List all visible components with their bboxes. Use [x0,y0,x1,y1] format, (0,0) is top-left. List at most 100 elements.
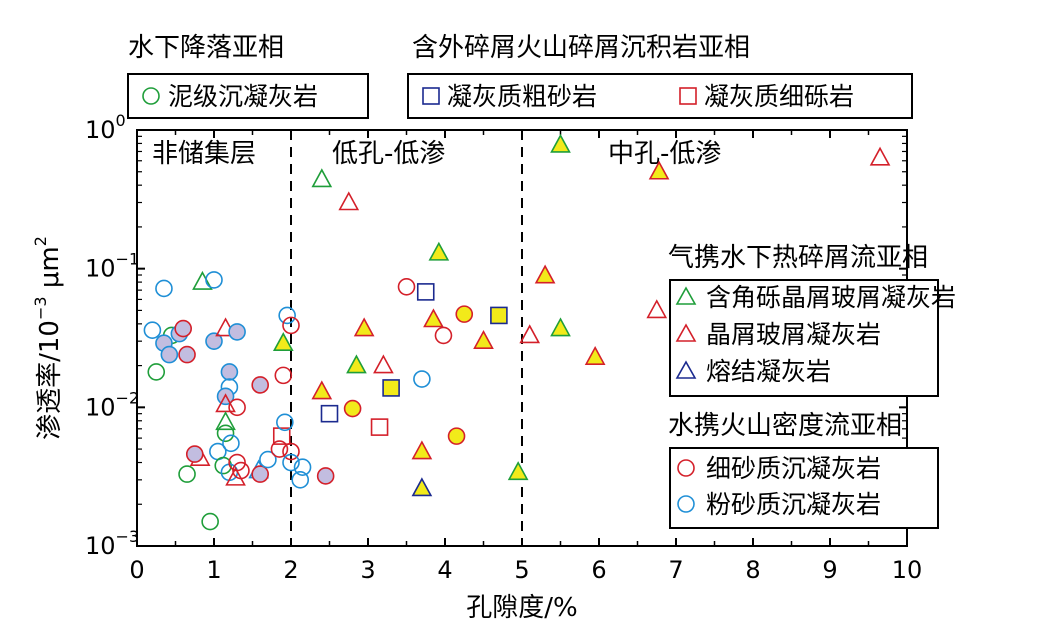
data-point-circle [178,465,196,483]
x-tick-label: 0 [129,556,144,584]
legend-label-fine-conglomerate: 凝灰质细砾岩 [704,82,854,111]
data-point-circle [205,271,223,289]
region-label-low-low: 低孔-低渗 [332,139,445,169]
y-tick-label: 10−1 [85,250,139,283]
region-label-mid-low: 中孔-低渗 [608,139,721,169]
legend-circle-blue-icon [677,495,695,513]
data-point-triangle [215,411,236,431]
legend-square-navy-icon [422,87,440,105]
data-point-circle [155,279,173,298]
data-point-circle [278,306,296,325]
x-axis-title: 孔隙度/% [466,593,577,623]
data-point-circle [282,442,300,461]
data-point-circle [447,427,466,445]
data-point-circle [232,461,250,480]
data-point-triangle [225,466,246,486]
data-point-triangle [373,354,394,374]
data-point-triangle [272,332,294,352]
data-point-circle [205,332,223,350]
legend-group3-box [669,279,939,397]
legend-group3-title: 气携水下热碎屑流亚相 [668,243,928,273]
legend-label-fine-sand-tuff: 细砂质沉凝灰岩 [706,454,881,483]
data-points [143,133,891,531]
data-point-circle [147,363,166,381]
data-point-circle [270,440,289,458]
data-point-square [382,379,400,397]
data-point-triangle [646,299,668,319]
data-point-triangle [519,324,541,344]
data-point-triangle [584,346,606,365]
data-point-circle [201,512,219,531]
legend-square-red-icon [679,87,697,105]
x-tick-label: 3 [360,556,375,584]
legend-group1-box [127,73,369,119]
data-point-triangle [423,308,444,328]
y-axis-title: 渗透率/10−3 μm2 [31,236,65,440]
data-point-square [416,283,435,301]
x-tick-label: 1 [206,556,221,584]
legend-group2-box [407,73,913,119]
data-point-circle [434,326,453,345]
legend-label-crystal-vitric-tuff: 晶屑玻屑凝灰岩 [706,320,881,349]
data-point-square [490,306,508,325]
data-point-triangle [311,168,333,188]
data-point-circle [214,456,233,475]
x-tick-label: 2 [283,556,298,584]
data-point-triangle [507,461,529,481]
data-point-circle [413,370,431,388]
legend-triangle-navy-icon [675,360,697,379]
data-point-circle [291,471,310,489]
data-point-circle [316,467,335,485]
data-point-circle [282,316,300,335]
data-point-triangle [346,354,367,374]
data-point-square [370,418,389,436]
data-point-circle [143,321,162,339]
legend-triangle-red-icon [675,323,697,342]
data-point-circle [274,366,293,385]
data-point-triangle [338,191,360,211]
data-point-circle [259,450,277,469]
data-point-circle [185,445,204,463]
y-tick-label: 10−3 [85,527,139,560]
y-tick-label: 100 [85,111,126,144]
data-point-triangle [411,440,433,460]
legend-label-silt-tuff: 粉砂质沉凝灰岩 [706,490,881,519]
x-tick-label: 5 [514,556,529,584]
data-point-triangle [353,317,375,337]
data-point-triangle [428,241,450,261]
x-tick-label: 9 [822,556,837,584]
data-point-circle [251,465,270,483]
x-tick-label: 10 [892,556,923,584]
legend-label-coarse-sandstone: 凝灰质粗砂岩 [447,82,597,111]
legend-label-welded-tuff: 熔结凝灰岩 [706,357,831,386]
axis-ticks: 0 1 2 3 4 5 6 7 8 9 10 10−3 10−2 10−1 100 [85,111,922,584]
legend-group1-title: 水下降落亚相 [128,33,284,63]
legend-group4-title: 水携火山密度流亚相 [668,411,902,441]
data-point-circle [228,453,246,472]
y-tick-label: 10−2 [85,388,139,421]
legend-circle-red-icon [677,459,695,477]
data-point-circle [251,376,270,394]
data-point-triangle [648,160,670,180]
data-point-circle [228,323,246,341]
data-point-circle [343,399,362,418]
data-point-triangle [869,146,891,166]
data-point-circle [174,319,192,338]
data-point-triangle [473,330,494,349]
data-point-circle [160,345,179,364]
data-point-triangle [550,317,571,337]
x-tick-label: 8 [745,556,760,584]
region-label-non-reservoir: 非储集层 [152,139,256,169]
x-tick-label: 6 [591,556,606,584]
data-point-circle [282,453,300,472]
data-point-circle [178,345,196,364]
data-point-circle [220,363,239,381]
legend-circle-green-icon [142,87,160,105]
legend-group2-title: 含外碎屑火山碎屑沉积岩亚相 [412,33,750,63]
legend-triangle-green-icon [675,286,697,305]
legend-label-breccia-tuff: 含角砾晶屑玻屑凝灰岩 [706,283,956,312]
data-point-square [272,427,291,445]
data-point-circle [397,277,416,296]
data-point-triangle [534,264,556,284]
